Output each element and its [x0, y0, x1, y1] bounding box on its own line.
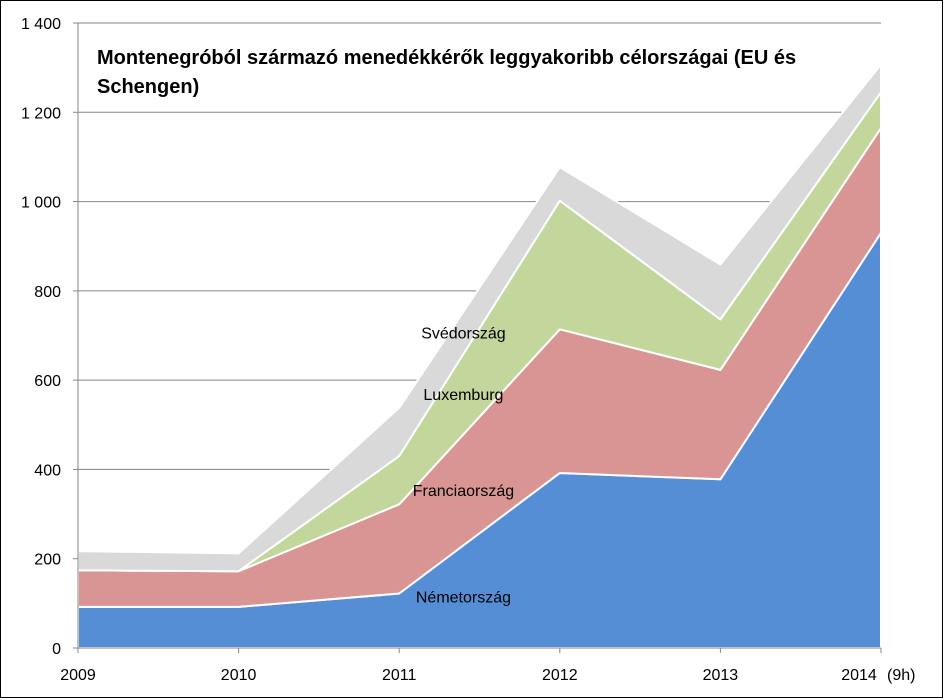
x-tick-label-2011: 2011: [382, 667, 417, 684]
y-axis-tick-labels: 0 200 400 600 800 1 000 1 200 1 400: [21, 16, 61, 658]
x-tick-label-2013: 2013: [703, 667, 739, 684]
series-labels: Németország Franciaország Luxemburg Svédors…: [413, 326, 514, 607]
x-tick-label-2012: 2012: [542, 667, 578, 684]
x-tick-label-2010: 2010: [221, 667, 257, 684]
area-svédország: [77, 63, 882, 573]
x-tick-suffix: (9h): [887, 667, 915, 684]
y-tick-label-7: 1 400: [21, 16, 61, 33]
series-label-németország: Németország: [416, 590, 511, 607]
series-label-franciaország: Franciaország: [413, 483, 514, 500]
area-series: [77, 63, 882, 649]
series-label-luxemburg: Luxemburg: [423, 387, 503, 404]
x-tick-label-2009: 2009: [60, 667, 96, 684]
series-label-svédország: Svédország: [421, 326, 506, 343]
x-tick-label-2014: 2014: [841, 667, 877, 684]
y-tick-label-3: 600: [34, 373, 61, 390]
chart-title: Montenegróból származó menedékkérők legg…: [97, 47, 797, 98]
axes: [73, 22, 882, 653]
y-tick-label-6: 1 200: [21, 105, 61, 122]
x-axis-tick-labels: 2009 2010 2011 2012 2013 2014 (9h): [60, 667, 915, 684]
y-tick-label-2: 400: [34, 462, 61, 479]
y-tick-label-5: 1 000: [21, 195, 61, 212]
y-tick-label-1: 200: [34, 552, 61, 569]
y-tick-label-0: 0: [52, 641, 61, 658]
y-tick-label-4: 800: [34, 284, 61, 301]
